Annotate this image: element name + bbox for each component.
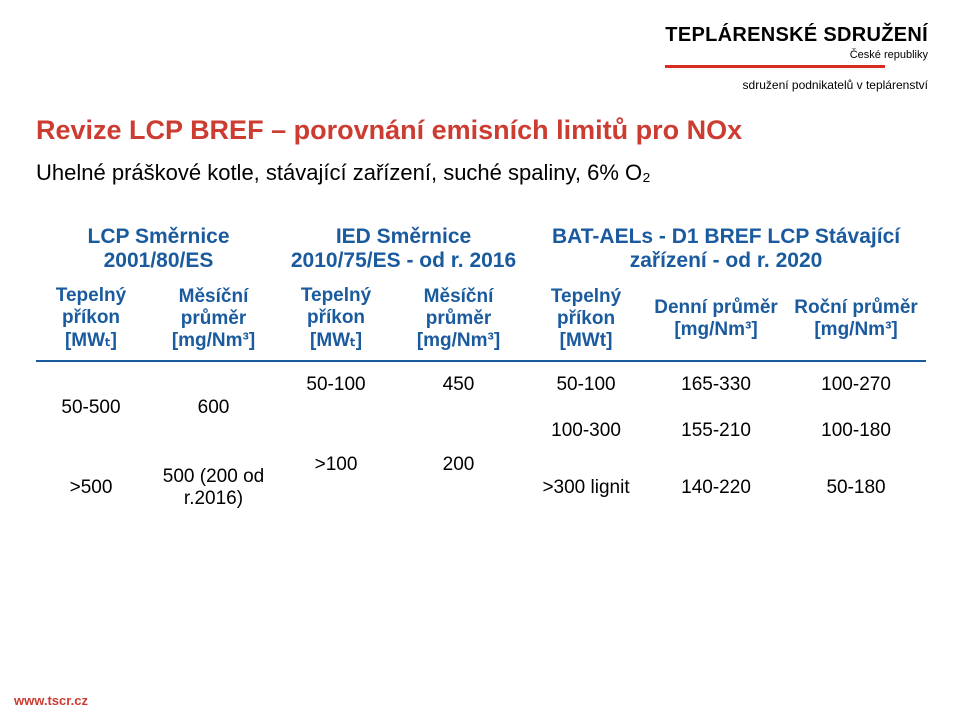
col-header: Měsíční průměr [mg/Nm³] [146,279,281,361]
cell: 165-330 [646,361,786,408]
col-header: Tepelný příkon [MWₜ] [36,279,146,361]
table-column-row: Tepelný příkon [MWₜ] Měsíční průměr [mg/… [36,279,926,361]
cell: 200 [391,408,526,522]
cell: 600 [146,361,281,454]
cell: 50-500 [36,361,146,454]
cell: 450 [391,361,526,408]
col-header: Měsíční průměr [mg/Nm³] [391,279,526,361]
col-header: Denní průměr [mg/Nm³] [646,279,786,361]
cell: 100-180 [786,408,926,454]
brand-rule [665,65,885,68]
table-body: 50-500 600 50-100 450 50-100 165-330 100… [36,361,926,522]
page-subtitle: Uhelné práškové kotle, stávající zařízen… [36,160,651,186]
cell: 500 (200 od r.2016) [146,454,281,522]
brand-block: TEPLÁRENSKÉ SDRUŽENÍ České republiky sdr… [665,24,928,92]
brand-name: TEPLÁRENSKÉ SDRUŽENÍ [665,24,928,47]
group-header-lcp: LCP Směrnice 2001/80/ES [36,215,281,279]
group-header-bat: BAT-AELs - D1 BREF LCP Stávající zařízen… [526,215,926,279]
table-group-row: LCP Směrnice 2001/80/ES IED Směrnice 201… [36,215,926,279]
brand-subtitle: České republiky [665,49,928,61]
cell: 50-180 [786,454,926,522]
footer-url: www.tscr.cz [14,693,88,708]
cell: 100-270 [786,361,926,408]
group-header-ied: IED Směrnice 2010/75/ES - od r. 2016 [281,215,526,279]
col-header: Roční průměr [mg/Nm³] [786,279,926,361]
cell: >100 [281,408,391,522]
cell: 50-100 [526,361,646,408]
cell: 50-100 [281,361,391,408]
cell: 100-300 [526,408,646,454]
brand-tagline: sdružení podnikatelů v teplárenství [665,78,928,92]
col-header: Tepelný příkon [MWₜ] [281,279,391,361]
col-header: Tepelný příkon [MWt] [526,279,646,361]
slide-page: TEPLÁRENSKÉ SDRUŽENÍ České republiky sdr… [0,0,960,720]
cell: 140-220 [646,454,786,522]
cell: >500 [36,454,146,522]
cell: 155-210 [646,408,786,454]
emissions-table: LCP Směrnice 2001/80/ES IED Směrnice 201… [36,215,926,522]
page-title: Revize LCP BREF – porovnání emisních lim… [36,115,742,146]
cell: >300 lignit [526,454,646,522]
table-row: 50-500 600 50-100 450 50-100 165-330 100… [36,361,926,408]
